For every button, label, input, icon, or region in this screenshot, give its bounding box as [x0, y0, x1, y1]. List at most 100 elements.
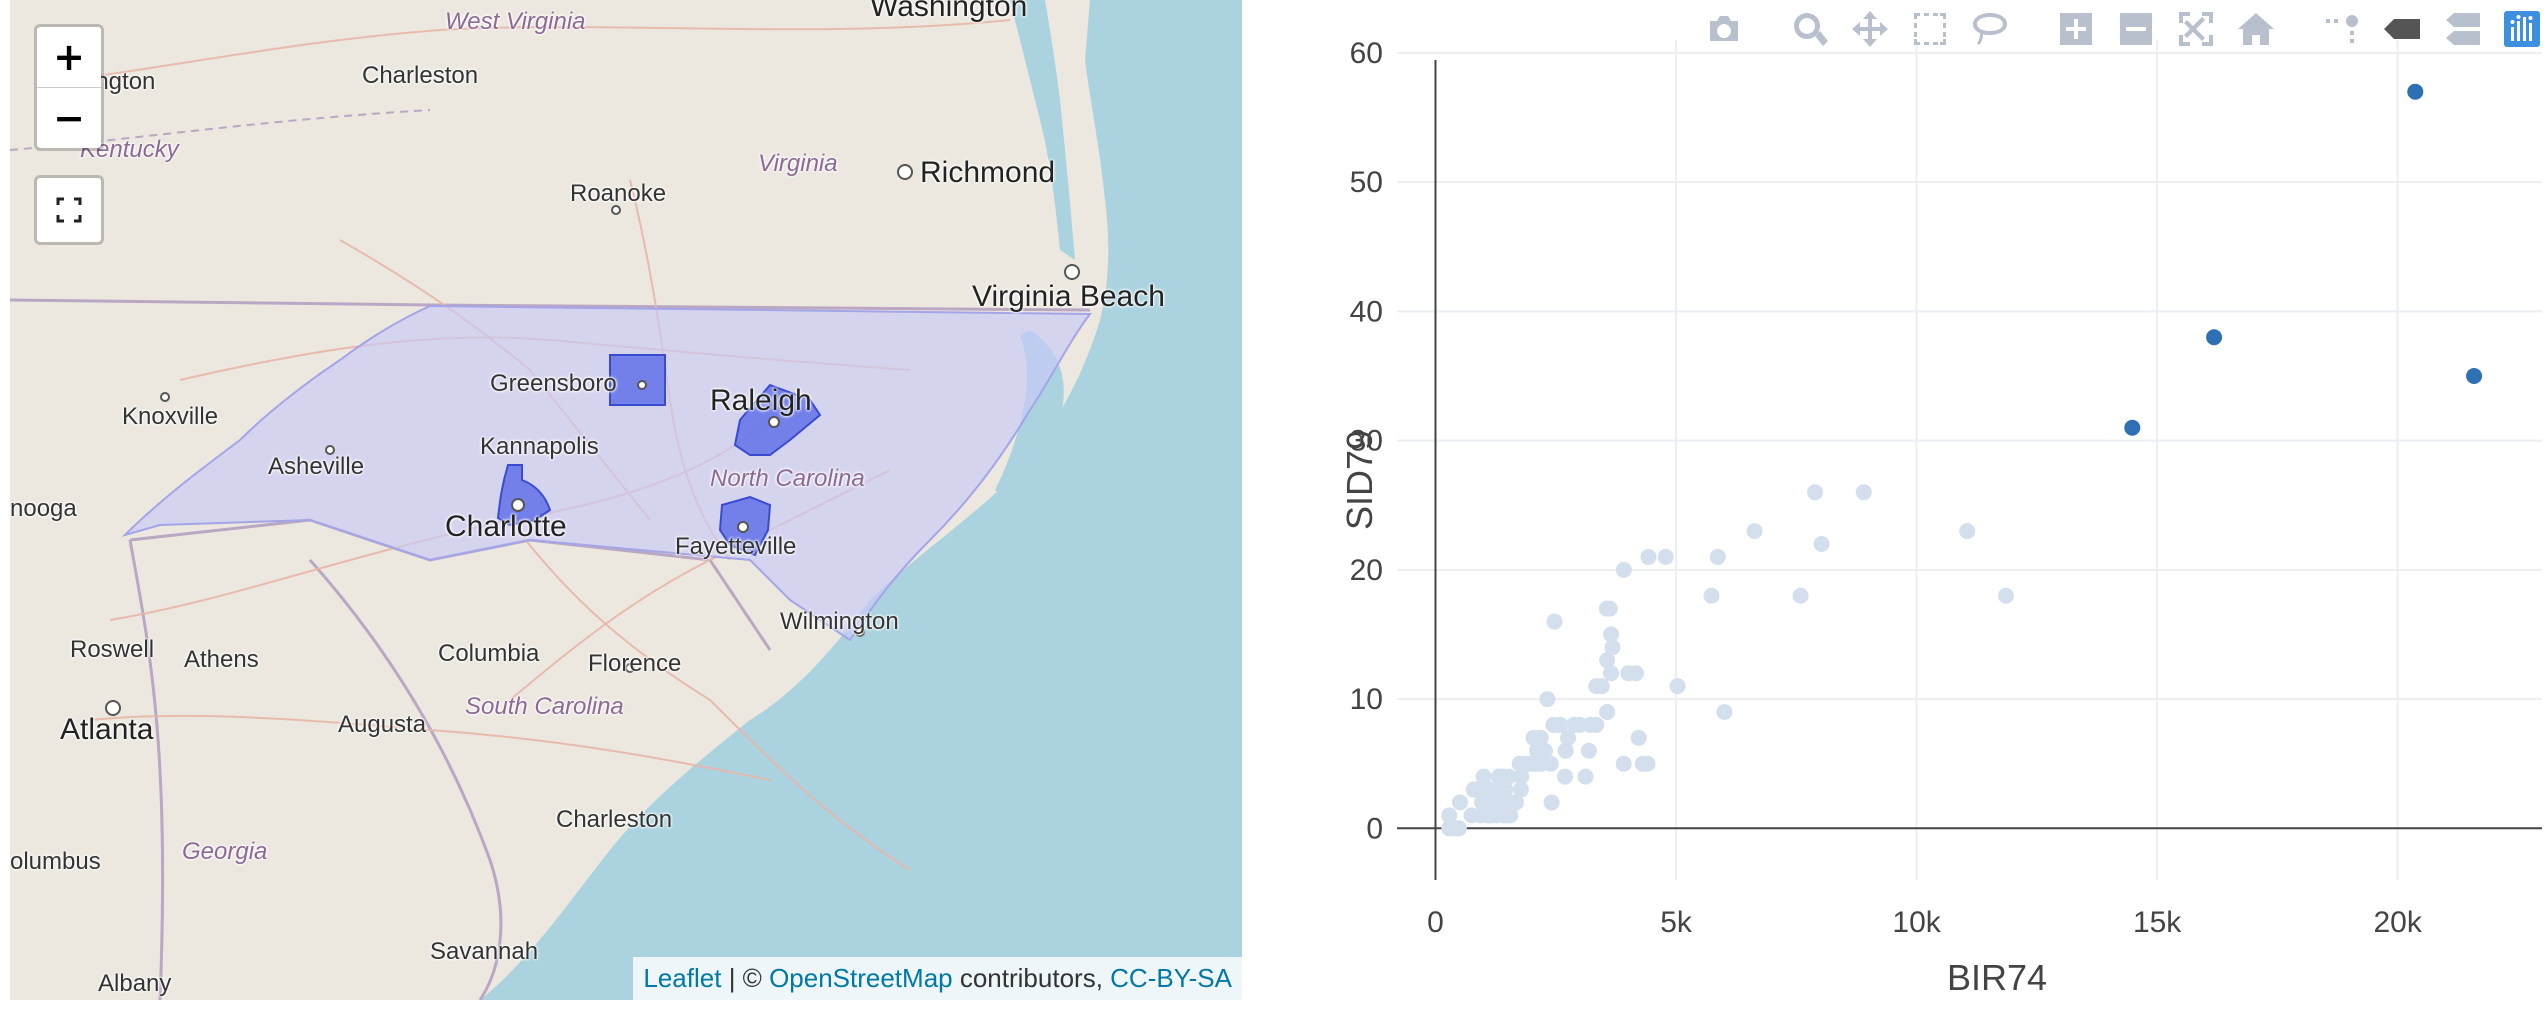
label-roanoke: Roanoke: [570, 180, 667, 207]
county-guilford: [609, 354, 666, 406]
plotly-logo-button[interactable]: [2499, 6, 2545, 52]
unselected-point: [1533, 755, 1550, 772]
unselected-point: [1599, 704, 1616, 720]
license-link[interactable]: CC-BY-SA: [1110, 963, 1232, 993]
unselected-point: [1855, 484, 1872, 501]
reset-axes-button[interactable]: [2233, 6, 2279, 52]
spike-lines-button[interactable]: [2319, 6, 2365, 52]
label-augusta: Augusta: [338, 711, 427, 738]
y-tick-label: 60: [1350, 37, 1383, 70]
unselected-point: [1506, 794, 1523, 811]
plotly-modebar: [1661, 6, 2545, 52]
unselected-point: [1482, 807, 1499, 824]
scatter-chart[interactable]: 0 10 20 30 40 50 60 0 5k 10k 15k 20k BIR74 SID79: [1242, 0, 2545, 1019]
y-tick-label: 10: [1350, 683, 1383, 716]
selected-point: [2407, 83, 2424, 100]
unselected-point: [1716, 704, 1733, 720]
unselected-point: [1560, 729, 1577, 746]
unselected-point: [1441, 807, 1458, 824]
zoom-control: + −: [34, 24, 104, 151]
label-greensboro: Greensboro: [490, 370, 617, 397]
unselected-point: [1639, 755, 1656, 772]
unselected-point: [1627, 665, 1644, 682]
pan-icon: [1852, 11, 1888, 47]
label-kannapolis: Kannapolis: [480, 433, 599, 460]
unselected-point: [1604, 639, 1621, 656]
label-charleston-wv: Charleston: [362, 62, 479, 89]
y-tick-label: 30: [1350, 425, 1383, 458]
box-select-icon: [1914, 13, 1946, 45]
y-tick-label: 0: [1366, 812, 1383, 845]
osm-link[interactable]: OpenStreetMap: [769, 963, 953, 993]
plot-panel[interactable]: 0 10 20 30 40 50 60 0 5k 10k 15k 20k BIR74 SID79: [1242, 0, 2545, 1019]
fullscreen-button[interactable]: [34, 175, 104, 245]
unselected-point: [1615, 561, 1632, 578]
unselected-point: [1491, 781, 1508, 798]
unselected-point: [1603, 626, 1620, 643]
x-tick-label: 5k: [1660, 906, 1693, 939]
unselected-point: [1807, 484, 1824, 501]
label-virginia: Virginia: [758, 150, 838, 177]
zoom-in-plot-button[interactable]: [2053, 6, 2099, 52]
unselected-point: [1443, 820, 1460, 837]
label-roswell: Roswell: [70, 636, 155, 663]
unselected-point: [1599, 652, 1616, 669]
unselected-point: [1630, 729, 1647, 746]
unselected-point: [1593, 678, 1610, 695]
hover-closest-button[interactable]: [2379, 6, 2425, 52]
hover-compare-button[interactable]: [2439, 6, 2485, 52]
unselected-point: [1588, 716, 1605, 733]
unselected-point: [1469, 781, 1486, 798]
unselected-point: [1669, 678, 1686, 695]
unselected-point: [1497, 807, 1514, 824]
unselected-point: [1997, 587, 2014, 604]
zoom-in-button[interactable]: +: [53, 35, 85, 79]
label-raleigh: Raleigh: [710, 384, 812, 417]
box-select-button[interactable]: [1907, 6, 1953, 52]
zoom-button[interactable]: [1787, 6, 1833, 52]
unselected-point: [1657, 548, 1674, 565]
zoom-out-button[interactable]: −: [37, 87, 101, 148]
label-washington: Washington: [870, 0, 1028, 23]
label-florence: Florence: [588, 650, 682, 677]
unselected-point: [1813, 536, 1830, 552]
camera-icon: [1710, 16, 1738, 41]
zoom-out-plot-button[interactable]: [2113, 6, 2159, 52]
label-georgia: Georgia: [182, 838, 268, 865]
map-panel[interactable]: West Virginia Washington ington Charlest…: [10, 0, 1242, 1000]
unselected-point: [1577, 768, 1594, 785]
unselected-point: [1746, 523, 1763, 540]
x-tick-label: 15k: [2133, 906, 2182, 939]
label-athens: Athens: [184, 646, 259, 673]
lasso-icon: [1973, 13, 2007, 45]
unselected-point: [1494, 768, 1511, 785]
unselected-point: [1528, 742, 1545, 759]
unselected-point: [1543, 794, 1560, 811]
selected-point: [2206, 329, 2223, 346]
unselected-point: [1478, 794, 1495, 811]
unselected-points: [1441, 484, 2014, 837]
unselected-point: [1526, 729, 1543, 746]
tick-labels: 0 10 20 30 40 50 60 0 5k 10k 15k 20k: [1350, 37, 2423, 939]
attribution-separator: | ©: [721, 963, 770, 993]
selected-points: [2124, 83, 2483, 436]
atlantic-ocean: [480, 0, 1242, 1000]
chesapeake-bay: [1010, 0, 1075, 260]
autoscale-icon: [2179, 12, 2213, 46]
lasso-select-button[interactable]: [1967, 6, 2013, 52]
label-wilmington: Wilmington: [780, 608, 899, 635]
label-virginia-beach: Virginia Beach: [972, 280, 1165, 313]
y-axis-title: SID79: [1339, 430, 1380, 530]
unselected-point: [1512, 781, 1529, 798]
label-atlanta: Atlanta: [60, 713, 154, 746]
autoscale-button[interactable]: [2173, 6, 2219, 52]
zoom-icon: [1794, 13, 1828, 46]
unselected-point: [1546, 613, 1563, 630]
download-plot-button[interactable]: [1701, 6, 1747, 52]
north-carolina-polygon: [121, 304, 1093, 642]
x-tick-label: 10k: [1892, 906, 1941, 939]
pan-button[interactable]: [1847, 6, 1893, 52]
selected-point: [2466, 368, 2483, 384]
unselected-point: [1475, 768, 1492, 785]
leaflet-link[interactable]: Leaflet: [643, 963, 722, 993]
